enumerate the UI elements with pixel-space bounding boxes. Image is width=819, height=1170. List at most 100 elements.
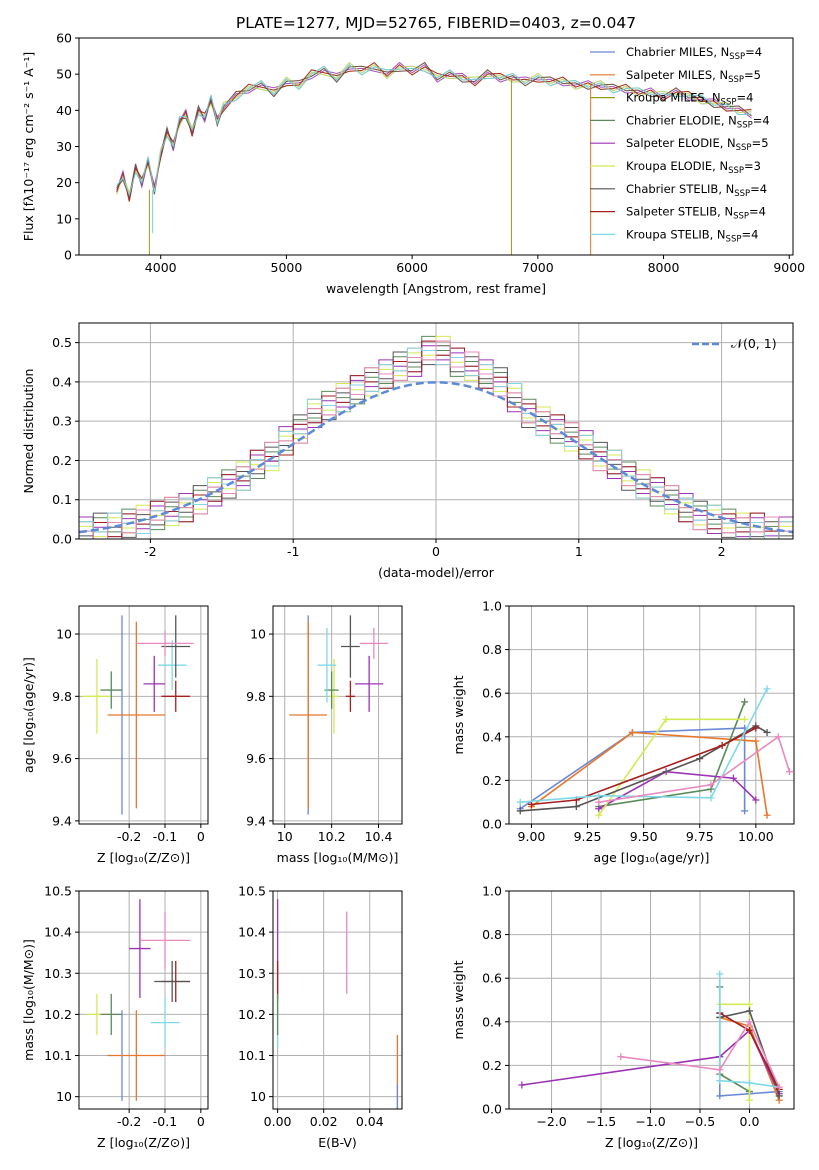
axes-frame	[508, 890, 795, 1110]
weight-marker	[745, 1079, 753, 1087]
y-tick-label: 10.5	[238, 884, 266, 899]
y-tick-label: 1.0	[482, 599, 502, 614]
weight-marker	[786, 768, 794, 776]
spectrum-line	[116, 61, 752, 195]
errorbar-point	[82, 658, 112, 734]
y-tick-label: 10	[56, 1089, 72, 1104]
y-tick-label: 10.4	[238, 925, 266, 940]
errorbar-point	[143, 655, 165, 712]
x-tick-label: 9000	[773, 260, 805, 275]
errorbar-point	[161, 680, 191, 712]
weight-marker	[745, 1000, 753, 1008]
y-tick-label: 0	[64, 248, 72, 263]
y-tick-label: 10	[56, 627, 72, 642]
x-axis-label: (data-model)/error	[378, 565, 495, 580]
marks-mass_weight_vs_age	[516, 685, 794, 819]
weight-marker	[729, 774, 737, 782]
panel-mass_weight_vs_age: 9.00 9.25 9.50 9.75 10.00 0.0 0.2 0.4 0.6 0.8 1.0 a…	[451, 599, 795, 865]
y-axis-label: mass weight	[451, 960, 466, 1039]
axes-frame	[272, 890, 403, 1110]
y-tick-label: 9.4	[52, 813, 72, 828]
y-axis-label: age [log₁₀(age/yr)]	[21, 657, 36, 773]
x-tick-label: −1.0	[635, 1114, 665, 1129]
weight-marker	[516, 807, 524, 815]
frame-mass_vs_EBV: 0.00 0.02 0.04 10 10.1 10.2 10.3 10.4 10.5 E(B-V)	[238, 884, 403, 1150]
x-axis-label: wavelength [Angstrom, rest frame]	[326, 281, 546, 296]
weight-marker	[696, 755, 704, 763]
legend-label: Chabrier MILES, NSSP=4	[626, 45, 762, 62]
weight-marker	[595, 798, 603, 806]
y-axis-label: Normed distribution	[21, 369, 36, 494]
spectrum-line	[116, 61, 752, 200]
y-tick-label: 0.4	[482, 1014, 502, 1029]
frame-residuals: -2 -1 0 1 2 0.0 0.1 0.2 0.3 0.4 0.5 (data-model)/er…	[21, 322, 794, 580]
weight-marker	[752, 737, 760, 745]
y-tick-label: 9.4	[246, 813, 266, 828]
panel-mass_weight_vs_Z: −2.0 −1.5 −1.0 −0.5 0.0 0.0 0.2 0.4 0.6 0.8 1.0 Z […	[451, 884, 795, 1150]
weight-marker	[763, 728, 771, 736]
y-tick-label: 10.2	[44, 1007, 72, 1022]
x-tick-label: −0.5	[685, 1114, 715, 1129]
x-tick-label: -0.1	[153, 829, 177, 844]
y-axis-label: mass weight	[451, 675, 466, 754]
y-tick-label: 0.2	[482, 773, 502, 788]
y-tick-label: 10.2	[238, 1007, 266, 1022]
x-tick-label: 6000	[396, 260, 428, 275]
axes-frame	[78, 605, 209, 825]
panel-mass_vs_Z: -0.2 -0.1 0 10 10.1 10.2 10.3 10.4 10.5 Z [log₁₀(…	[21, 884, 209, 1150]
weight-marker	[741, 715, 749, 723]
x-tick-label: 8000	[648, 260, 680, 275]
weight-marker	[716, 1066, 724, 1074]
x-tick-label: -2	[144, 544, 156, 559]
weight-marker	[763, 685, 771, 693]
x-tick-label: 0.0	[740, 1114, 760, 1129]
weight-line	[519, 727, 746, 811]
x-tick-label: 2	[718, 544, 726, 559]
weight-line	[620, 1020, 780, 1088]
y-tick-label: 10.1	[238, 1048, 266, 1063]
weight-marker	[718, 742, 726, 750]
axes-frame	[272, 605, 403, 825]
weight-marker	[516, 798, 524, 806]
spectrum-line	[116, 64, 752, 197]
weight-marker	[595, 805, 603, 813]
weight-marker	[716, 970, 724, 978]
weight-marker	[707, 794, 715, 802]
weight-marker	[745, 1027, 753, 1035]
weight-marker	[775, 1083, 783, 1091]
panel-age_vs_mass: 10 10.2 10.4 9.4 9.6 9.8 10 mass [log₁₀(M/M⊙)]	[246, 605, 403, 865]
x-tick-label: 0	[197, 829, 205, 844]
axes-frame	[508, 605, 795, 825]
weight-line	[598, 770, 757, 810]
y-axis-label: mass [log₁₀(M/M⊙)]	[21, 939, 36, 1061]
normal-curve	[78, 381, 794, 534]
x-axis-label: mass [log₁₀(M/M⊙)]	[277, 850, 399, 865]
weight-marker	[741, 807, 749, 815]
frame-mass_weight_vs_Z: −2.0 −1.5 −1.0 −0.5 0.0 0.0 0.2 0.4 0.6 0.8 1.0 Z […	[451, 884, 795, 1150]
weight-line	[718, 986, 750, 1093]
errorbar-point	[139, 911, 191, 970]
y-tick-label: 10	[250, 1089, 266, 1104]
errorbar-point	[100, 671, 122, 709]
weight-marker	[595, 811, 603, 819]
weight-marker	[716, 1077, 724, 1085]
weight-marker	[745, 1096, 753, 1104]
weight-marker	[617, 1053, 625, 1061]
y-tick-label: 9.8	[246, 689, 266, 704]
y-tick-label: 10.4	[44, 925, 72, 940]
y-tick-label: 0.8	[482, 642, 502, 657]
weight-line	[598, 735, 791, 803]
errorbar-point	[289, 621, 327, 809]
legend-label: Chabrier ELODIE, NSSP=4	[626, 113, 770, 130]
spectrum-line	[116, 61, 752, 202]
y-tick-label: 0.6	[482, 971, 502, 986]
panel-age_vs_Z: -0.2 -0.1 0 9.4 9.6 9.8 10 Z [log₁₀(Z/Z⊙)] age […	[21, 605, 209, 865]
histogram-series	[78, 340, 794, 540]
marks-age_vs_mass	[289, 615, 388, 815]
errorbar-point	[154, 960, 191, 1003]
frame-mass_vs_Z: -0.2 -0.1 0 10 10.1 10.2 10.3 10.4 10.5 Z [log₁₀(…	[21, 884, 209, 1150]
y-tick-label: 0.0	[52, 532, 72, 547]
errorbar-point	[136, 630, 194, 656]
errorbar-point	[157, 640, 187, 691]
weight-marker	[628, 728, 636, 736]
